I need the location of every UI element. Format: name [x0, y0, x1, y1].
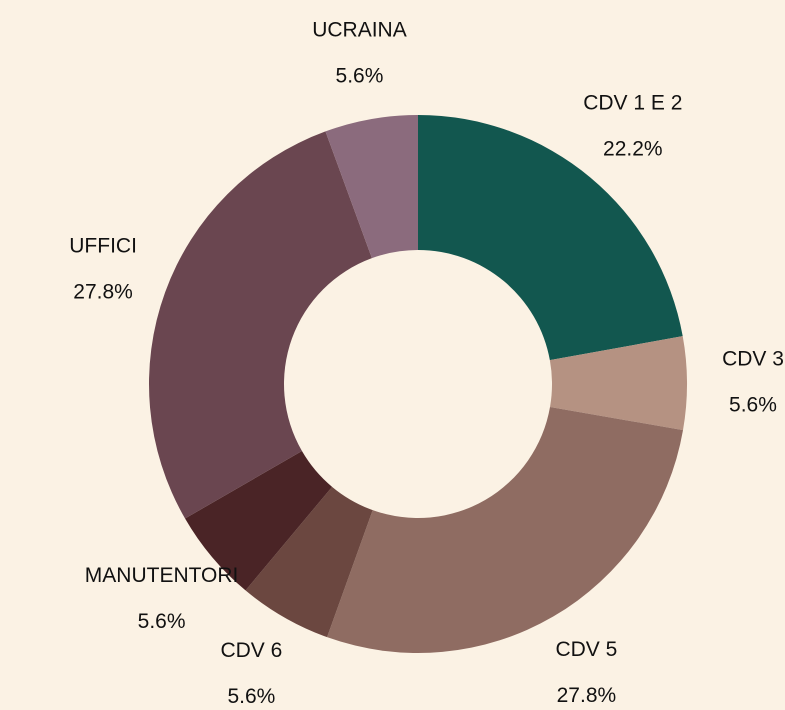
slice-label: MANUTENTORI	[85, 564, 239, 587]
donut-slice	[549, 336, 688, 431]
slice-label: CDV 3	[722, 347, 784, 370]
slice-value-label: 22.2%	[603, 137, 663, 160]
slice-value-label: 5.6%	[336, 65, 384, 88]
donut-slice	[325, 115, 418, 259]
slice-value-label: 5.6%	[138, 610, 186, 633]
slice-label: UCRAINA	[312, 19, 407, 42]
slice-label: CDV 6	[220, 639, 282, 662]
slice-value-label: 27.8%	[73, 280, 133, 303]
donut-slice	[149, 131, 372, 519]
slice-label: CDV 1 E 2	[583, 91, 682, 114]
slice-label: CDV 5	[555, 638, 617, 661]
donut-slice	[418, 115, 683, 361]
donut-slice	[327, 406, 684, 653]
donut-slice	[245, 486, 373, 638]
donut-slice	[185, 451, 333, 591]
slice-value-label: 5.6%	[729, 393, 777, 416]
slice-value-label: 27.8%	[557, 684, 617, 707]
slice-value-label: 5.6%	[227, 685, 275, 708]
slice-label: UFFICI	[69, 234, 137, 257]
